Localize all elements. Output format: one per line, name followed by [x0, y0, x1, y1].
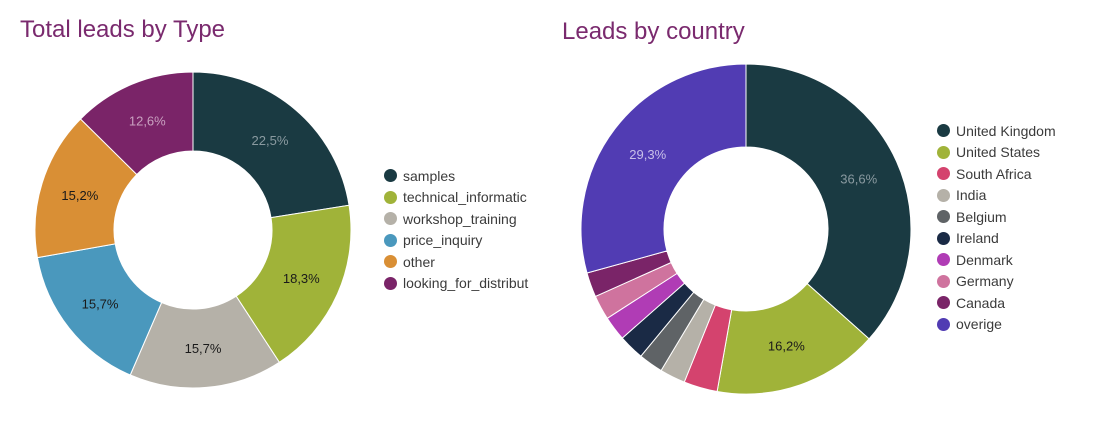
country-legend-item-belgium[interactable]: Belgium: [937, 206, 1056, 228]
legend-swatch-icon: [937, 317, 950, 331]
legend-label: Denmark: [956, 251, 1013, 268]
legend-label: overige: [956, 316, 1002, 333]
legend-label: Germany: [956, 273, 1014, 290]
legend-label: Canada: [956, 294, 1006, 311]
legend-label: other: [403, 253, 435, 270]
legend-leads-by-type: samples technical_informatic workshop_trai…: [384, 165, 540, 294]
country-legend-item-overige[interactable]: overige: [937, 314, 1056, 336]
legend-swatch-icon: [937, 167, 950, 181]
country-legend-item-united-states[interactable]: United States: [937, 142, 1056, 164]
type-slice-samples: [192, 71, 350, 219]
type-value-label-other: 15,2%: [61, 188, 98, 203]
type-legend-item-looking-for-distributor[interactable]: looking_for_distribut: [384, 273, 540, 295]
type-value-label-samples: 22,5%: [252, 133, 289, 148]
country-legend-item-canada[interactable]: Canada: [937, 292, 1056, 314]
legend-label: United States: [956, 144, 1041, 161]
country-legend-item-india[interactable]: India: [937, 185, 1056, 207]
country-slice-overige: [580, 63, 747, 274]
type-value-label-workshop-training: 15,7%: [185, 341, 222, 356]
type-legend-item-other[interactable]: other: [384, 251, 540, 273]
donut-chart-leads-by-country: 36,6% 16,2% 29,3%: [580, 63, 912, 395]
legend-swatch-icon: [384, 190, 397, 204]
donut-chart-leads-by-type: 22,5% 18,3% 15,7% 15,7% 15,2% 12,6%: [34, 71, 352, 389]
legend-swatch-icon: [384, 233, 397, 247]
legend-label: samples: [403, 167, 456, 184]
legend-leads-by-country: United Kingdom United States South Africa I…: [937, 120, 1056, 335]
legend-label: price_inquiry: [403, 232, 483, 249]
type-value-label-technical-information: 18,3%: [283, 271, 320, 286]
legend-label: Belgium: [956, 208, 1007, 225]
legend-swatch-icon: [937, 188, 950, 202]
legend-label: United Kingdom: [956, 122, 1056, 139]
legend-swatch-icon: [937, 274, 950, 288]
type-legend-item-technical-information[interactable]: technical_informatic: [384, 187, 540, 209]
legend-swatch-icon: [937, 231, 950, 245]
legend-swatch-icon: [937, 253, 950, 267]
legend-label: technical_informatic: [403, 189, 527, 206]
country-legend-item-germany[interactable]: Germany: [937, 271, 1056, 293]
type-legend-item-samples[interactable]: samples: [384, 165, 540, 187]
legend-swatch-icon: [384, 276, 397, 290]
legend-swatch-icon: [384, 212, 397, 226]
legend-label: workshop_training: [403, 210, 517, 227]
type-slice-technical-information: [235, 204, 352, 364]
legend-label: looking_for_distribut: [403, 275, 529, 292]
legend-swatch-icon: [384, 255, 397, 269]
legend-label: South Africa: [956, 165, 1032, 182]
chart-title-total-leads-by-type: Total leads by Type: [20, 16, 226, 43]
chart-title-leads-by-country: Leads by country: [562, 18, 745, 45]
type-value-label-price-inquiry: 15,7%: [82, 297, 119, 312]
country-value-label-united-kingdom: 36,6%: [840, 172, 877, 187]
legend-label: Ireland: [956, 230, 999, 247]
type-legend-item-workshop-training[interactable]: workshop_training: [384, 208, 540, 230]
country-legend-item-denmark[interactable]: Denmark: [937, 249, 1056, 271]
legend-swatch-icon: [937, 210, 950, 224]
country-slice-united-kingdom: [745, 63, 912, 340]
country-value-label-overige: 29,3%: [629, 147, 666, 162]
legend-swatch-icon: [384, 169, 397, 183]
country-legend-item-ireland[interactable]: Ireland: [937, 228, 1056, 250]
country-value-label-united-states: 16,2%: [768, 339, 805, 354]
country-legend-item-south-africa[interactable]: South Africa: [937, 163, 1056, 185]
legend-swatch-icon: [937, 124, 950, 138]
legend-label: India: [956, 187, 987, 204]
type-value-label-looking-for-distributor: 12,6%: [129, 114, 166, 129]
legend-swatch-icon: [937, 145, 950, 159]
country-legend-item-united-kingdom[interactable]: United Kingdom: [937, 120, 1056, 142]
legend-swatch-icon: [937, 296, 950, 310]
type-legend-item-price-inquiry[interactable]: price_inquiry: [384, 230, 540, 252]
type-slice-looking-for-distributor: [79, 71, 194, 176]
